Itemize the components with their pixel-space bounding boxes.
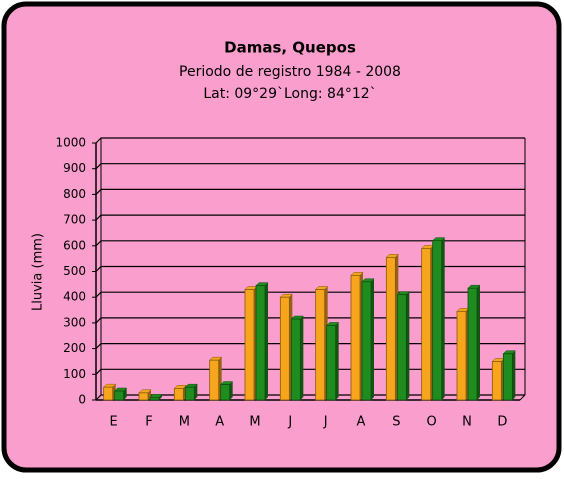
x-tick-label: A xyxy=(215,415,224,430)
axis-line xyxy=(519,394,526,401)
y-tick-label: 200 xyxy=(63,341,86,355)
bar xyxy=(396,294,407,401)
bar xyxy=(421,247,432,401)
x-tick-label: J xyxy=(323,415,328,430)
bar xyxy=(220,384,231,401)
bar xyxy=(114,390,125,401)
bar xyxy=(209,359,220,401)
grid-line xyxy=(95,368,525,375)
bar xyxy=(103,386,114,401)
bar xyxy=(385,256,396,401)
bar-side xyxy=(512,350,516,400)
y-tick-label: 800 xyxy=(63,187,86,201)
bar xyxy=(502,353,513,401)
grid-line xyxy=(95,317,525,324)
grid-line xyxy=(95,188,525,195)
chart-title: Damas, Quepos xyxy=(224,39,356,57)
grid-line xyxy=(95,240,525,247)
x-tick-label: J xyxy=(287,415,292,430)
grid-line xyxy=(95,291,525,298)
x-tick-label: S xyxy=(392,415,400,430)
grid-line xyxy=(95,394,525,401)
bar xyxy=(467,287,478,401)
y-tick-label: 0 xyxy=(78,393,86,407)
x-tick-label: M xyxy=(249,415,260,430)
x-tick-label: D xyxy=(497,415,507,430)
bar-side xyxy=(406,291,410,400)
y-tick-label: 900 xyxy=(63,161,86,175)
bar xyxy=(361,281,372,401)
bar-side xyxy=(371,278,374,400)
bar xyxy=(432,240,443,401)
y-tick-label: 1000 xyxy=(55,136,86,150)
bar-side xyxy=(335,322,339,400)
bar-side xyxy=(159,394,162,400)
bar xyxy=(290,318,301,401)
bar xyxy=(491,361,502,401)
bar xyxy=(279,296,290,401)
y-tick-label: 600 xyxy=(63,238,86,252)
bar xyxy=(149,397,160,401)
y-tick-label: 500 xyxy=(63,264,86,278)
bar xyxy=(326,325,337,401)
bar xyxy=(138,392,149,401)
bar xyxy=(244,289,255,401)
bar xyxy=(184,386,195,401)
bar-side xyxy=(194,384,198,400)
bar xyxy=(315,289,326,401)
x-tick-label: M xyxy=(179,415,190,430)
bar-side xyxy=(229,381,233,400)
y-axis-label: Lluvia (mm) xyxy=(31,233,46,311)
bar-side xyxy=(265,282,268,400)
grid-line xyxy=(95,343,525,350)
grid-line xyxy=(95,163,525,170)
bar xyxy=(456,310,467,401)
grid-line xyxy=(95,214,525,221)
chart-subtitle: Periodo de registro 1984 - 2008 xyxy=(179,64,401,80)
bar xyxy=(173,388,184,401)
bar xyxy=(255,285,266,401)
y-tick-label: 100 xyxy=(63,367,86,381)
x-tick-label: A xyxy=(357,415,366,430)
bar-side xyxy=(123,388,127,400)
bar xyxy=(350,274,361,401)
bar-side xyxy=(300,316,304,400)
x-tick-label: F xyxy=(145,415,152,430)
bar-side xyxy=(441,237,445,400)
grid-line xyxy=(95,265,525,272)
x-tick-label: E xyxy=(110,415,118,430)
bar-side xyxy=(477,285,480,400)
y-tick-label: 700 xyxy=(63,213,86,227)
x-tick-label: N xyxy=(462,415,472,430)
y-tick-label: 300 xyxy=(63,315,86,329)
grid-line xyxy=(95,137,525,144)
x-tick-label: O xyxy=(427,415,437,430)
chart-subtitle: Lat: 09°29`Long: 84°12` xyxy=(203,86,376,102)
y-tick-label: 400 xyxy=(63,290,86,304)
